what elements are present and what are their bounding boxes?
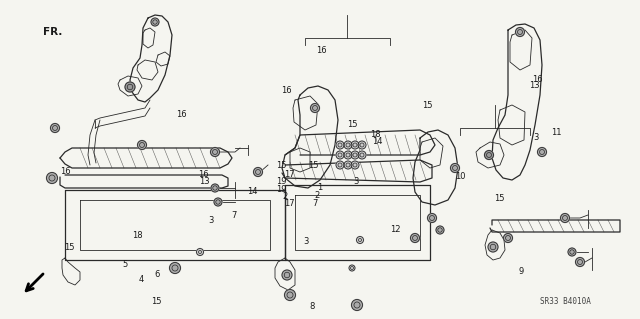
Text: 18: 18 [371, 130, 381, 139]
Circle shape [349, 265, 355, 271]
Text: 16: 16 [532, 75, 543, 84]
Text: 19: 19 [276, 177, 287, 186]
Circle shape [351, 161, 359, 169]
Circle shape [336, 161, 344, 169]
Circle shape [351, 141, 359, 149]
Text: 13: 13 [529, 81, 540, 90]
Circle shape [344, 141, 352, 149]
Circle shape [51, 123, 60, 132]
Text: 16: 16 [176, 110, 186, 119]
Text: 16: 16 [198, 170, 209, 179]
Circle shape [358, 141, 366, 149]
Circle shape [282, 270, 292, 280]
Text: FR.: FR. [44, 27, 63, 37]
Circle shape [568, 248, 576, 256]
Text: 5: 5 [122, 260, 127, 269]
Text: 15: 15 [276, 161, 287, 170]
Circle shape [344, 151, 352, 159]
Circle shape [575, 257, 584, 266]
Circle shape [484, 151, 493, 160]
Circle shape [428, 213, 436, 222]
Circle shape [211, 184, 219, 192]
Text: 1: 1 [317, 183, 323, 192]
Text: 14: 14 [372, 137, 383, 146]
Circle shape [336, 151, 344, 159]
Text: 8: 8 [310, 302, 315, 311]
Text: 7: 7 [231, 211, 236, 220]
Text: 3: 3 [534, 133, 539, 142]
Circle shape [358, 151, 366, 159]
Circle shape [125, 82, 135, 92]
Circle shape [504, 234, 513, 242]
Circle shape [436, 226, 444, 234]
Text: 14: 14 [248, 187, 258, 196]
Circle shape [253, 167, 262, 176]
Text: 18: 18 [132, 231, 143, 240]
Circle shape [351, 151, 359, 159]
Text: 17: 17 [284, 199, 294, 208]
Text: 11: 11 [552, 128, 562, 137]
Circle shape [561, 213, 570, 222]
Circle shape [151, 18, 159, 26]
Text: 3: 3 [353, 177, 358, 186]
Circle shape [488, 242, 498, 252]
Circle shape [211, 147, 220, 157]
Circle shape [170, 263, 180, 273]
Circle shape [285, 290, 296, 300]
Text: 4: 4 [138, 275, 143, 284]
Text: 16: 16 [316, 46, 326, 55]
Circle shape [336, 141, 344, 149]
Text: 6: 6 [154, 271, 159, 279]
Text: 10: 10 [456, 172, 466, 181]
Circle shape [410, 234, 419, 242]
Text: SR33 B4010A: SR33 B4010A [540, 298, 591, 307]
Text: 3: 3 [303, 237, 308, 246]
Text: 19: 19 [276, 185, 287, 194]
Text: 15: 15 [347, 120, 357, 129]
Circle shape [451, 164, 460, 173]
Text: 15: 15 [64, 243, 74, 252]
Text: 3: 3 [209, 216, 214, 225]
Text: 12: 12 [390, 225, 401, 234]
Circle shape [310, 103, 319, 113]
Text: 2: 2 [315, 191, 320, 200]
Circle shape [356, 236, 364, 243]
Text: 15: 15 [494, 194, 504, 203]
Circle shape [538, 147, 547, 157]
Text: 15: 15 [308, 161, 319, 170]
Circle shape [351, 300, 362, 310]
Circle shape [47, 173, 58, 183]
Circle shape [138, 140, 147, 150]
Text: 16: 16 [282, 86, 292, 95]
Text: 7: 7 [312, 199, 317, 208]
Text: 13: 13 [200, 177, 210, 186]
Text: 9: 9 [519, 267, 524, 276]
Text: 15: 15 [152, 297, 162, 306]
Circle shape [344, 161, 352, 169]
Circle shape [515, 27, 525, 36]
Circle shape [196, 249, 204, 256]
Text: 15: 15 [422, 101, 433, 110]
Text: 2: 2 [282, 192, 287, 201]
Text: 16: 16 [60, 167, 70, 176]
Text: 17: 17 [284, 170, 294, 179]
Circle shape [214, 198, 222, 206]
